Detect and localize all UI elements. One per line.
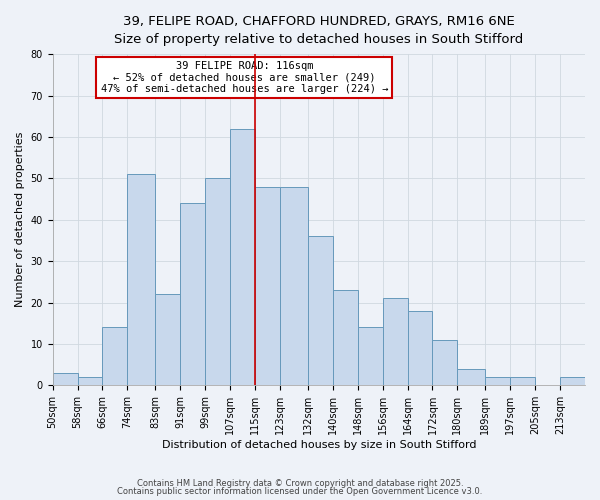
Y-axis label: Number of detached properties: Number of detached properties	[15, 132, 25, 308]
Bar	[333, 290, 358, 386]
Text: Contains HM Land Registry data © Crown copyright and database right 2025.: Contains HM Land Registry data © Crown c…	[137, 478, 463, 488]
Bar	[407, 311, 433, 386]
Bar	[77, 377, 103, 386]
Bar	[127, 174, 155, 386]
Bar	[560, 377, 585, 386]
Title: 39, FELIPE ROAD, CHAFFORD HUNDRED, GRAYS, RM16 6NE
Size of property relative to : 39, FELIPE ROAD, CHAFFORD HUNDRED, GRAYS…	[114, 15, 523, 46]
Bar	[308, 236, 333, 386]
Bar	[433, 340, 457, 386]
Bar	[103, 328, 127, 386]
Bar	[53, 373, 77, 386]
Text: Contains public sector information licensed under the Open Government Licence v3: Contains public sector information licen…	[118, 487, 482, 496]
Text: 39 FELIPE ROAD: 116sqm
← 52% of detached houses are smaller (249)
47% of semi-de: 39 FELIPE ROAD: 116sqm ← 52% of detached…	[101, 60, 388, 94]
Bar	[255, 186, 280, 386]
X-axis label: Distribution of detached houses by size in South Stifford: Distribution of detached houses by size …	[161, 440, 476, 450]
Bar	[457, 369, 485, 386]
Bar	[485, 377, 510, 386]
Bar	[155, 294, 180, 386]
Bar	[180, 203, 205, 386]
Bar	[280, 186, 308, 386]
Bar	[510, 377, 535, 386]
Bar	[358, 328, 383, 386]
Bar	[383, 298, 407, 386]
Bar	[230, 128, 255, 386]
Bar	[205, 178, 230, 386]
